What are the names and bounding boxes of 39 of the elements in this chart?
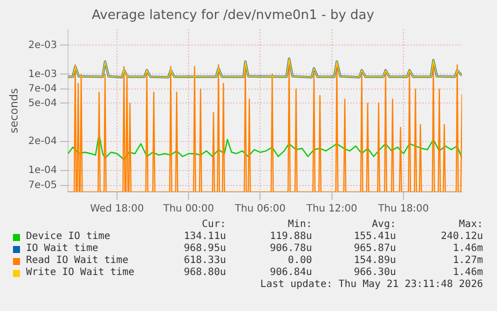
text: Cur: [202, 219, 226, 231]
y-tick-label: 1e-04 [28, 165, 58, 176]
text: 1.27m [452, 255, 483, 267]
text: 155.41u [354, 231, 396, 243]
text: 1.46m [452, 243, 483, 255]
text: Min: [288, 219, 312, 231]
y-tick-label: 5e-04 [28, 98, 58, 109]
text: 119.88u [270, 231, 312, 243]
legend-label: Device IO time [26, 231, 110, 243]
x-tick-label: Thu 12:00 [305, 204, 358, 215]
chart-title: Average latency for /dev/nvme0n1 - by day [92, 8, 375, 24]
text: 906.78u [270, 243, 312, 255]
y-tick-label: 2e-04 [28, 136, 58, 148]
text: 240.12u [440, 231, 483, 243]
y-tick-label: 2e-03 [28, 40, 58, 51]
legend-label: IO Wait time [26, 243, 98, 255]
legend-label: Read IO Wait time [26, 255, 128, 267]
text: Last update: Thu May 21 23:11:48 2026 [260, 279, 483, 291]
text: Avg: [372, 219, 396, 231]
text: 968.80u [184, 267, 226, 279]
y-axis-title: seconds [7, 88, 20, 134]
text: Max: [458, 219, 483, 231]
text: 966.30u [354, 267, 396, 279]
text: 906.84u [270, 267, 312, 279]
x-tick-label: Thu 00:00 [162, 204, 214, 215]
x-tick-label: Wed 18:00 [90, 204, 144, 215]
legend-label: Write IO Wait time [26, 267, 134, 279]
text: 1.46m [452, 267, 483, 279]
y-tick-label: 7e-05 [28, 180, 58, 192]
y-tick-label: 7e-04 [28, 84, 58, 95]
text: 0.00 [288, 255, 312, 267]
text: 965.87u [354, 243, 396, 255]
y-tick-label: 1e-03 [28, 68, 58, 80]
x-tick-label: Thu 06:00 [234, 204, 286, 215]
x-tick-label: Thu 18:00 [377, 204, 429, 215]
text: 968.95u [184, 243, 226, 255]
text: 154.89u [354, 255, 396, 267]
text: 134.11u [184, 231, 226, 243]
text: 618.33u [184, 255, 226, 267]
